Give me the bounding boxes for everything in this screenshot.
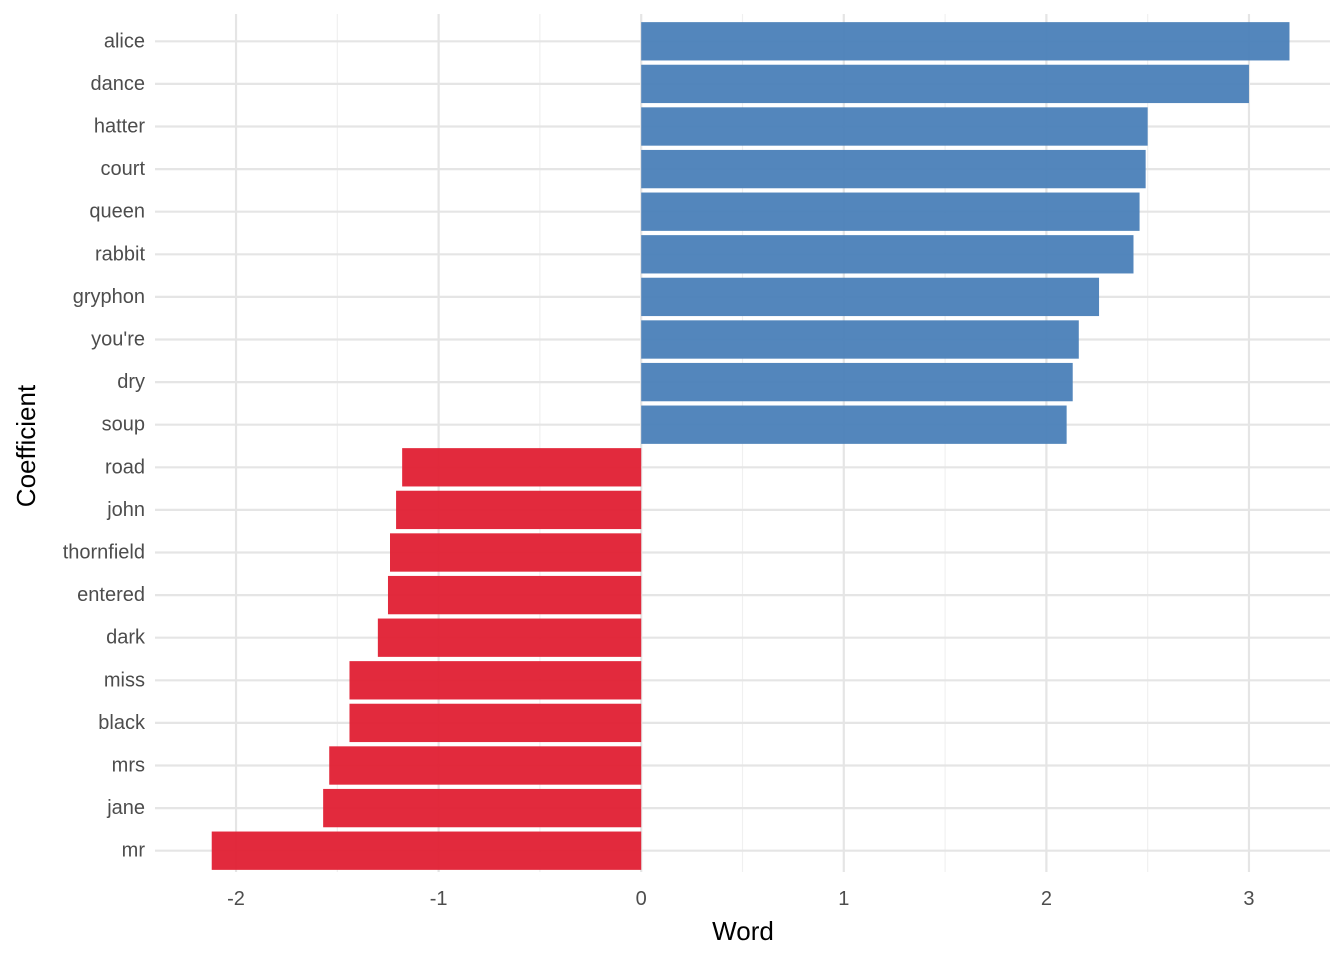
- x-tick-label: 3: [1243, 888, 1254, 910]
- y-tick-label: soup: [102, 414, 145, 436]
- y-tick-label: alice: [104, 30, 145, 52]
- bar-gryphon: [641, 277, 1100, 317]
- bar-miss: [349, 661, 642, 700]
- x-tick-label: 1: [838, 888, 849, 910]
- bar-john: [396, 490, 642, 530]
- y-tick-label: dark: [106, 627, 146, 649]
- y-tick-label: mr: [122, 840, 146, 862]
- y-tick-label: dry: [117, 371, 145, 393]
- x-tick-label: 0: [636, 888, 647, 910]
- bar-court: [641, 149, 1146, 189]
- bars: [211, 22, 1290, 870]
- bar-rabbit: [641, 235, 1134, 274]
- y-tick-label: rabbit: [95, 243, 145, 265]
- bar-alice: [641, 22, 1290, 61]
- bar-jane: [323, 788, 642, 828]
- bar-dry: [641, 362, 1073, 402]
- bar-mrs: [329, 746, 642, 785]
- y-tick-label: hatter: [94, 116, 145, 138]
- y-tick-label: queen: [89, 201, 145, 223]
- bar-dark: [377, 618, 642, 657]
- y-tick-labels: alice dance hatter court queen rabbit gryphon y…: [63, 30, 146, 861]
- y-tick-label: thornfield: [63, 542, 145, 564]
- y-tick-label: you're: [91, 329, 145, 351]
- bar-entered: [387, 575, 642, 615]
- y-tick-label: road: [105, 456, 145, 478]
- x-tick-labels: -2 -1 0 1 2 3: [227, 888, 1254, 910]
- bar-thornfield: [390, 533, 642, 572]
- bar-black: [349, 703, 642, 743]
- y-tick-label: mrs: [112, 755, 145, 777]
- x-axis-title: Word: [712, 916, 774, 946]
- bar-you're: [641, 320, 1079, 359]
- y-tick-label: entered: [77, 584, 145, 606]
- x-tick-label: -2: [227, 888, 245, 910]
- bar-dance: [641, 64, 1249, 104]
- y-tick-label: dance: [91, 73, 146, 95]
- y-axis-title: Coefficient: [11, 384, 41, 507]
- bar-mr: [211, 831, 642, 870]
- y-tick-label: miss: [104, 669, 145, 691]
- y-tick-label: court: [101, 158, 146, 180]
- y-tick-label: jane: [106, 797, 145, 819]
- y-tick-label: gryphon: [73, 286, 145, 308]
- x-tick-label: -1: [430, 888, 448, 910]
- bar-queen: [641, 192, 1140, 231]
- bar-soup: [641, 405, 1067, 444]
- bar-road: [402, 448, 642, 487]
- bar-hatter: [641, 107, 1148, 146]
- y-tick-label: black: [98, 712, 146, 734]
- y-tick-label: john: [106, 499, 145, 521]
- x-tick-label: 2: [1041, 888, 1052, 910]
